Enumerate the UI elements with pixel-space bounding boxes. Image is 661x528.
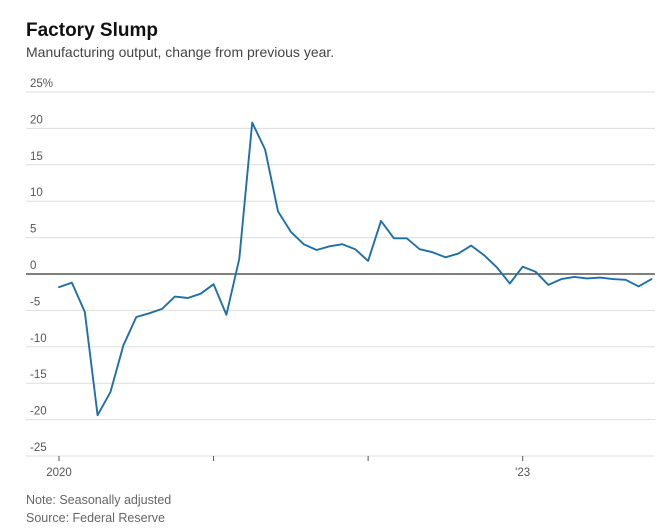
y-tick-label: -15 bbox=[30, 369, 47, 381]
y-tick-label: 0 bbox=[30, 260, 36, 272]
y-tick-label: -5 bbox=[30, 296, 40, 308]
y-tick-label: 20 bbox=[30, 114, 43, 126]
y-tick-label: 10 bbox=[30, 187, 43, 199]
y-tick-label: 15 bbox=[30, 151, 43, 163]
y-tick-label: 5 bbox=[30, 224, 36, 236]
source-text: Source: Federal Reserve bbox=[26, 511, 165, 525]
series-line bbox=[58, 121, 653, 417]
grid-lines bbox=[26, 91, 655, 457]
x-axis-ticks: 2020 '23 bbox=[46, 456, 530, 479]
note-text: Note: Seasonally adjusted bbox=[26, 493, 172, 507]
y-tick-label: -10 bbox=[30, 333, 47, 345]
y-axis-ticks: 25% 20 15 10 5 0 -5 -10 -15 -20 -25 bbox=[30, 78, 53, 454]
y-tick-label: -25 bbox=[30, 442, 47, 454]
x-tick-label: '23 bbox=[515, 467, 530, 479]
series-layer bbox=[58, 121, 653, 417]
y-tick-label: -20 bbox=[30, 406, 47, 418]
chart-subtitle: Manufacturing output, change from previo… bbox=[26, 44, 335, 60]
y-tick-label: 25% bbox=[30, 78, 53, 90]
x-tick-label: 2020 bbox=[46, 467, 72, 479]
chart-title: Factory Slump bbox=[26, 20, 158, 41]
